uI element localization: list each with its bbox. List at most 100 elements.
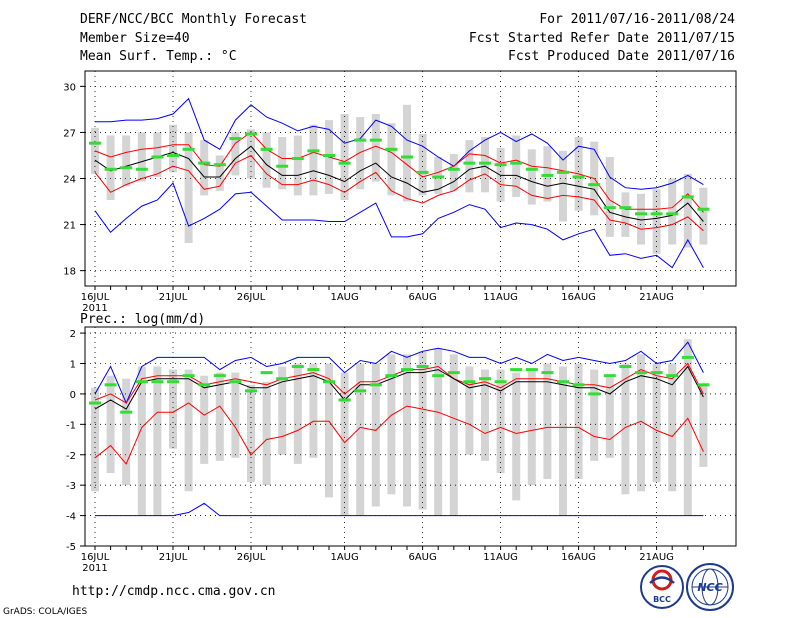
observed-mark: [635, 371, 647, 375]
observed-mark: [697, 383, 710, 387]
ensemble-box: [683, 339, 692, 516]
ensemble-box: [231, 372, 240, 458]
series-max: [95, 97, 704, 190]
ncc-logo: NCC: [686, 563, 734, 611]
x-tick-label: 16AUG: [561, 552, 596, 563]
ensemble-box: [699, 384, 708, 467]
ensemble-box: [605, 375, 614, 458]
x-year-label: 2011: [82, 303, 107, 314]
observed-mark: [338, 161, 351, 165]
temperature-x-axis: 16JUL 21JUL 26JUL 1AUG 6AUG 11AUG 16AUG 21AUG 20…: [81, 286, 704, 314]
ensemble-box: [449, 153, 458, 191]
observed-mark: [666, 374, 679, 378]
precipitation-observed-marks: [89, 355, 710, 414]
x-tick-label: 1AUG: [330, 292, 358, 303]
ensemble-box: [200, 140, 209, 196]
y-tick-label: 27: [63, 128, 76, 139]
observed-mark: [260, 147, 273, 151]
ensemble-box: [449, 354, 458, 516]
ensemble-box: [169, 124, 177, 173]
series-max: [94, 341, 704, 405]
observed-mark: [447, 167, 460, 171]
temperature-observed-marks: [89, 132, 710, 216]
observed-mark: [494, 380, 507, 384]
observed-mark: [494, 163, 507, 167]
observed-mark: [463, 380, 476, 384]
observed-mark: [557, 380, 569, 384]
observed-mark: [557, 170, 569, 174]
observed-mark: [198, 161, 211, 165]
bcc-logo-wave-icon: [649, 576, 675, 584]
ensemble-box: [683, 173, 692, 248]
ensemble-box: [293, 363, 302, 464]
precipitation-boxes: [91, 339, 708, 516]
ensemble-box: [137, 132, 146, 182]
precipitation-panel: -5 -4 -3 -2 -1 0 1 2 16JUL 21JUL 26JUL 1AUG 6AUG 11A…: [66, 326, 737, 574]
observed-mark: [213, 374, 226, 378]
observed-mark: [650, 371, 663, 375]
ensemble-box: [481, 137, 489, 193]
observed-mark: [338, 398, 351, 402]
observed-mark: [603, 374, 616, 378]
footer-url[interactable]: http://cmdp.ncc.cma.gov.cn: [72, 584, 276, 599]
ensemble-box: [559, 366, 567, 516]
ensemble-box: [543, 146, 552, 202]
observed-mark: [650, 212, 663, 216]
y-tick-label: -4: [66, 512, 76, 523]
ensemble-box: [403, 354, 411, 507]
ensemble-box: [262, 132, 271, 188]
temperature-grid: [85, 71, 736, 286]
observed-mark: [541, 371, 554, 375]
x-tick-label: 26JUL: [237, 552, 266, 563]
observed-mark: [588, 392, 601, 396]
y-tick-label: -2: [66, 451, 76, 462]
observed-mark: [619, 206, 632, 210]
member-size-label: Member Size=40: [80, 31, 190, 46]
ensemble-box: [356, 363, 365, 516]
ensemble-box: [621, 192, 630, 237]
ensemble-box: [605, 157, 614, 237]
observed-mark: [588, 183, 601, 187]
temperature-boxes: [91, 104, 708, 254]
ensemble-box: [574, 363, 583, 480]
ensemble-box: [668, 363, 677, 492]
observed-mark: [276, 377, 289, 381]
observed-mark: [120, 410, 133, 414]
observed-mark: [260, 371, 273, 375]
ensemble-box: [247, 129, 255, 179]
ensemble-box: [200, 375, 209, 464]
ensemble-box: [340, 372, 349, 516]
bcc-logo: BCC: [640, 565, 684, 609]
ensemble-box: [106, 135, 115, 200]
x-tick-label: 11AUG: [483, 552, 518, 563]
ensemble-box: [122, 135, 131, 187]
ensemble-box: [668, 178, 677, 245]
observed-mark: [323, 153, 335, 157]
observed-mark: [104, 383, 117, 387]
observed-mark: [681, 355, 694, 359]
refer-date-label: Fcst Started Refer Date 2011/07/15: [469, 31, 735, 46]
observed-mark: [120, 166, 133, 170]
ensemble-box: [527, 149, 536, 205]
observed-mark: [635, 212, 647, 216]
observed-mark: [182, 374, 195, 378]
observed-mark: [167, 153, 179, 157]
x-tick-label: 16JUL: [81, 552, 110, 563]
ensemble-box: [387, 123, 396, 196]
observed-mark: [229, 137, 242, 141]
ensemble-box: [465, 366, 474, 455]
ensemble-box: [356, 117, 365, 190]
observed-mark: [416, 170, 429, 174]
ensemble-box: [371, 363, 380, 507]
ensemble-box: [247, 384, 255, 483]
observed-mark: [323, 380, 335, 384]
ensemble-box: [434, 157, 443, 194]
ensemble-box: [496, 369, 505, 473]
y-tick-label: -3: [66, 481, 76, 492]
observed-mark: [167, 380, 179, 384]
ensemble-box: [184, 369, 193, 492]
observed-mark: [89, 141, 101, 145]
x-tick-label: 16JUL: [81, 292, 110, 303]
ensemble-box: [278, 137, 287, 190]
observed-mark: [541, 173, 554, 177]
